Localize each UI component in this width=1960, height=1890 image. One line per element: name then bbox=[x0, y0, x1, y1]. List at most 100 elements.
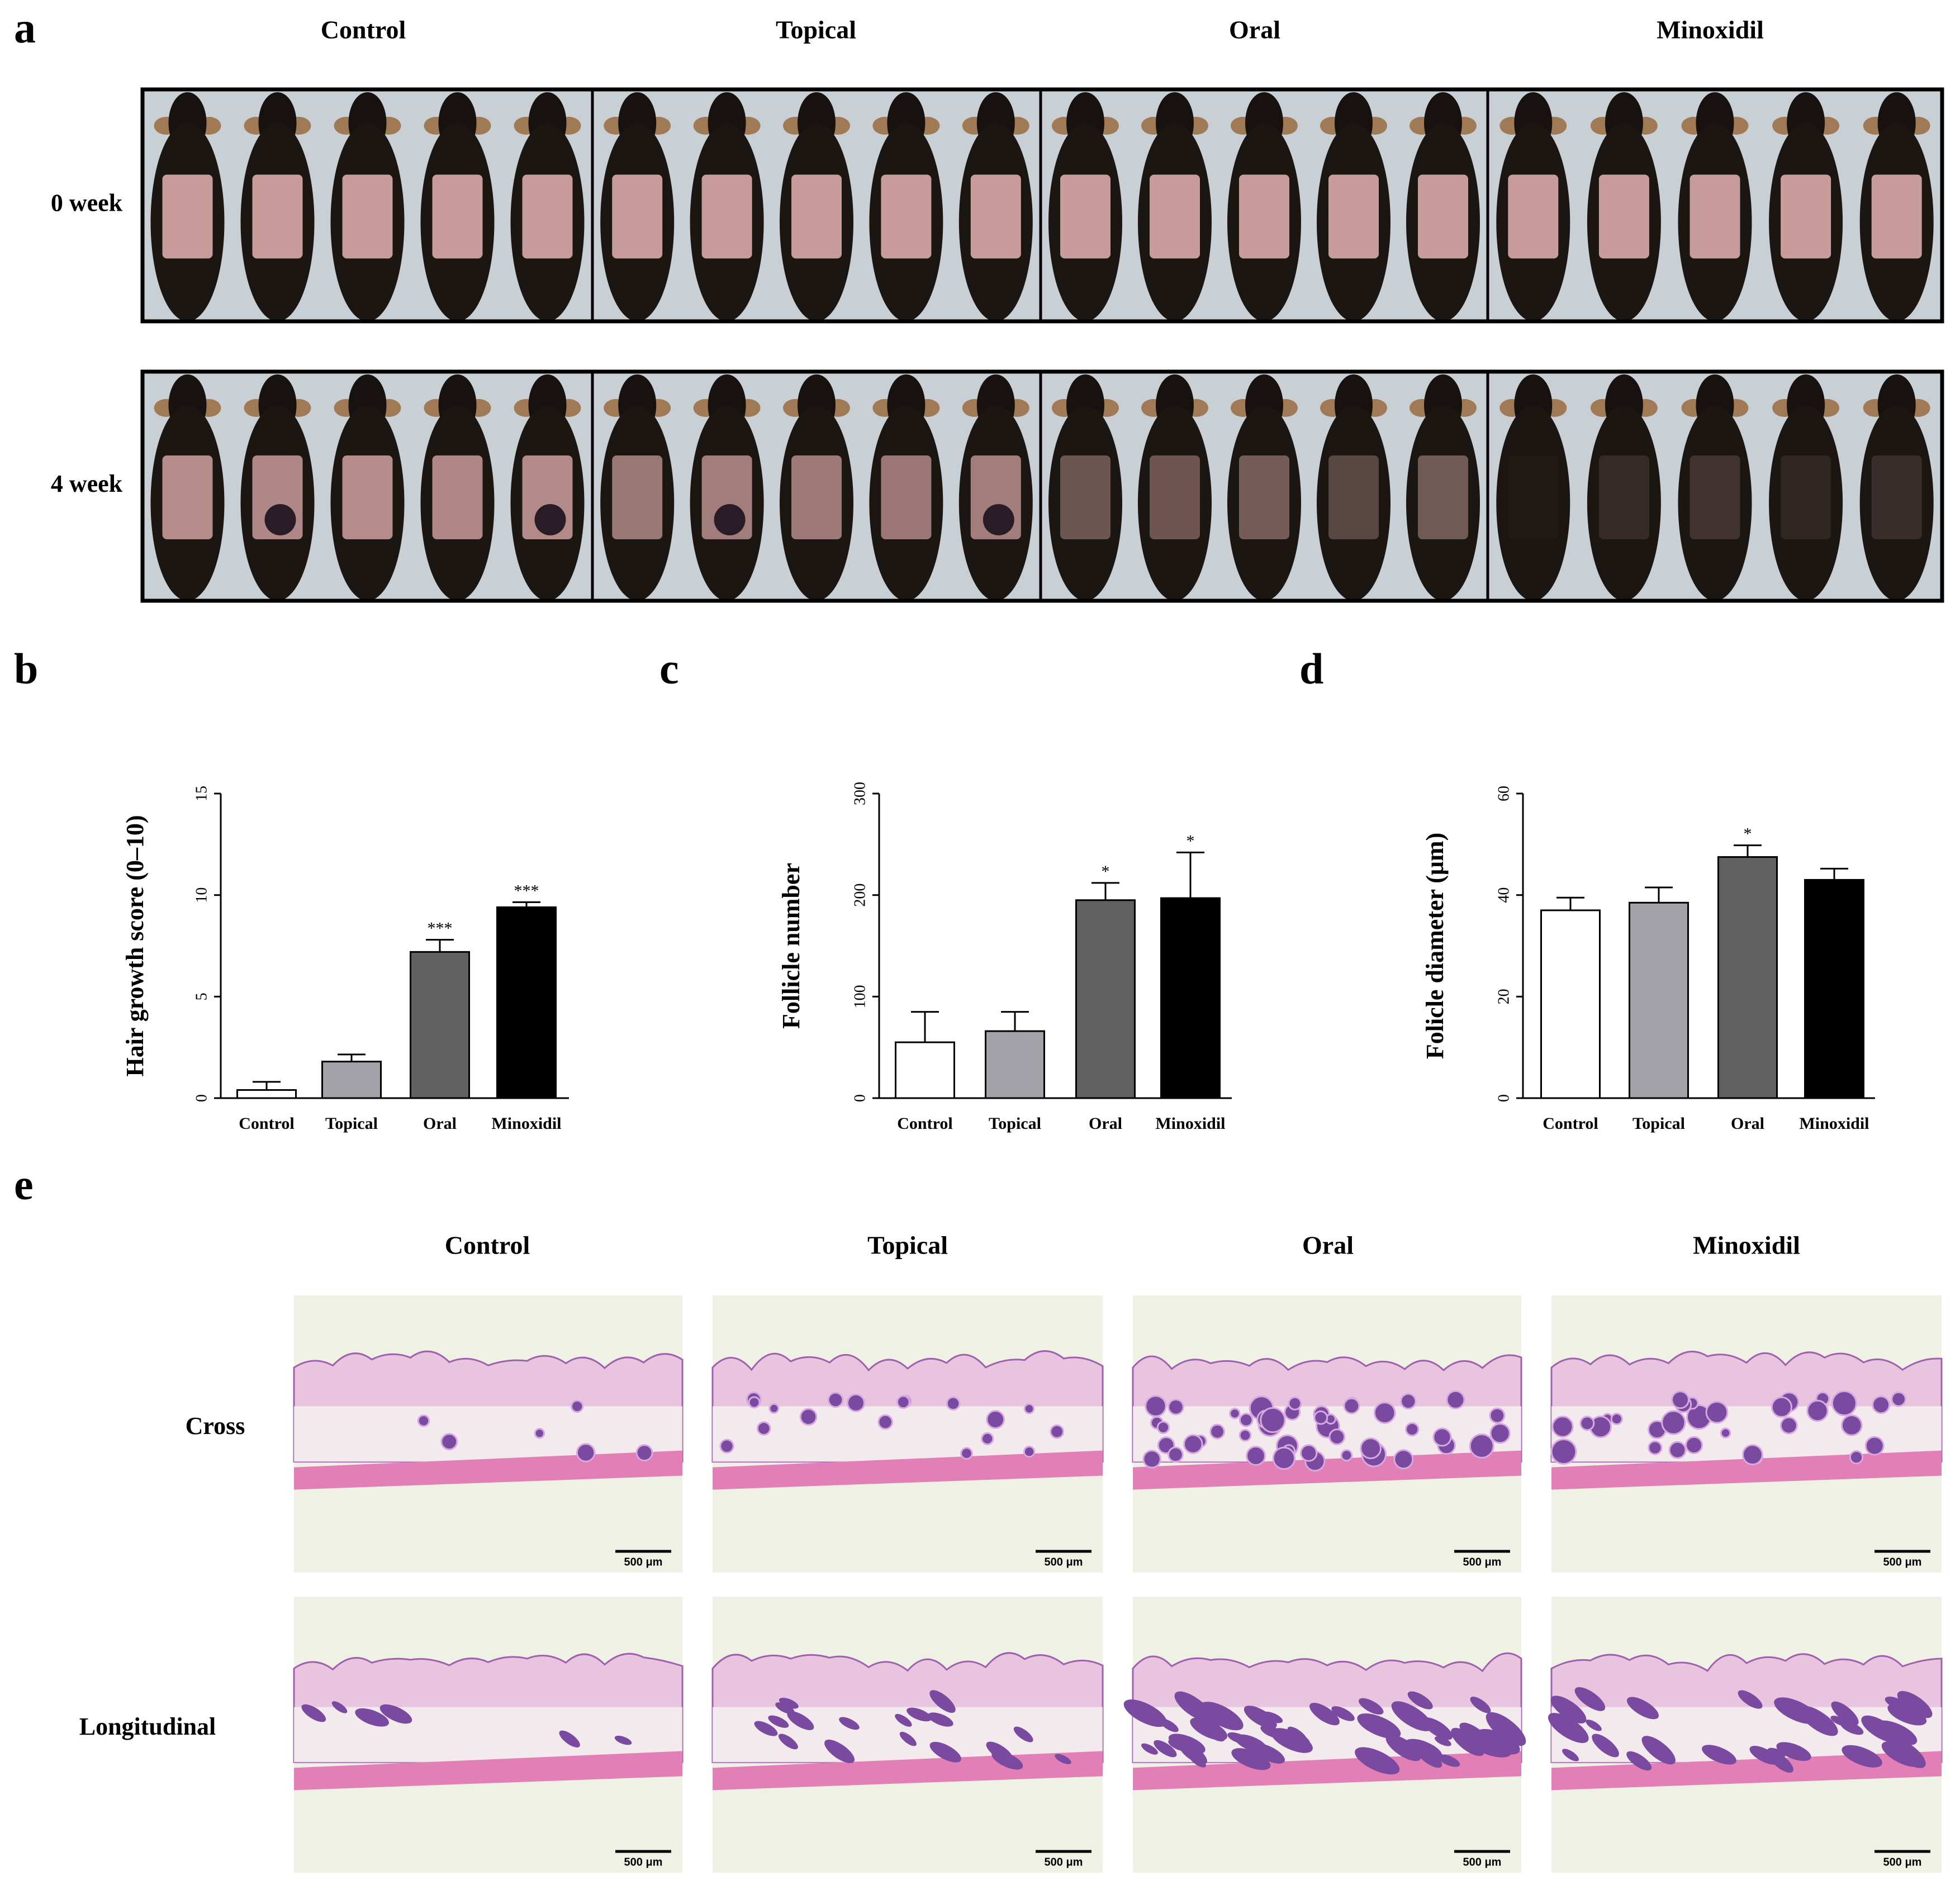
hair-follicle bbox=[946, 1396, 961, 1411]
hair-follicle bbox=[981, 1432, 994, 1446]
hair-follicle bbox=[331, 1701, 348, 1713]
panel-label: a bbox=[14, 3, 36, 52]
hair-follicle bbox=[1023, 1403, 1035, 1414]
hair-follicle bbox=[1343, 1397, 1360, 1414]
hair-follicle bbox=[440, 1433, 458, 1451]
hair-follicle bbox=[1400, 1393, 1417, 1410]
dark-spot bbox=[534, 504, 566, 535]
x-tick-label: Oral bbox=[1089, 1114, 1122, 1133]
hair-follicle bbox=[1168, 1446, 1184, 1463]
hair-follicle bbox=[1013, 1726, 1033, 1742]
hair-follicle bbox=[1749, 1746, 1779, 1765]
hair-follicle bbox=[1416, 1747, 1442, 1768]
hair-follicle bbox=[907, 1707, 932, 1722]
y-tick-label: 20 bbox=[1495, 989, 1512, 1004]
bar bbox=[1717, 856, 1778, 1099]
panel-label: c bbox=[659, 644, 679, 693]
hair-follicle bbox=[1238, 1428, 1252, 1442]
hair-follicle bbox=[896, 1395, 910, 1409]
hair-follicle bbox=[768, 1403, 780, 1414]
hair-follicle bbox=[929, 1741, 961, 1763]
x-tick-label: Oral bbox=[1731, 1114, 1764, 1133]
y-tick-label: 100 bbox=[851, 985, 869, 1008]
hair-follicle bbox=[1648, 1440, 1663, 1455]
bar bbox=[236, 1089, 297, 1099]
shaved-patch bbox=[342, 455, 393, 539]
shaved-patch bbox=[612, 174, 663, 259]
x-tick-label: Topical bbox=[989, 1114, 1041, 1133]
hair-follicle bbox=[775, 1702, 795, 1715]
hair-follicle bbox=[778, 1734, 798, 1750]
hair-follicle bbox=[1486, 1712, 1526, 1746]
y-tick-label: 0 bbox=[1495, 1094, 1512, 1102]
regrown-hair bbox=[1871, 455, 1923, 540]
hair-follicle bbox=[1579, 1416, 1595, 1431]
row-label: Longitudinal bbox=[79, 1713, 216, 1740]
shaved-patch bbox=[432, 174, 483, 259]
dark-spot bbox=[264, 504, 296, 535]
hair-follicle bbox=[719, 1438, 734, 1454]
regrown-hair bbox=[1417, 455, 1469, 540]
y-tick-label: 300 bbox=[851, 782, 869, 805]
hair-follicle bbox=[846, 1393, 866, 1412]
hair-follicle bbox=[1227, 1732, 1249, 1744]
muscle-layer bbox=[1551, 1751, 1942, 1791]
hair-follicle bbox=[748, 1396, 761, 1409]
hair-follicle bbox=[1840, 1414, 1863, 1436]
significance-label: * bbox=[1744, 825, 1752, 843]
y-tick-label: 0 bbox=[193, 1094, 210, 1102]
hair-follicle bbox=[1806, 1399, 1829, 1422]
hair-follicle bbox=[1434, 1736, 1451, 1746]
y-axis-label: Folicle diameter (μm) bbox=[1421, 833, 1449, 1059]
hair-follicle bbox=[1671, 1390, 1690, 1409]
hair-follicle bbox=[768, 1715, 789, 1728]
hair-follicle bbox=[1668, 1441, 1687, 1459]
hair-follicle bbox=[1586, 1720, 1602, 1731]
hair-follicle bbox=[1467, 1733, 1512, 1758]
shaved-patch bbox=[342, 174, 393, 259]
hair-follicle bbox=[1393, 1449, 1414, 1470]
hair-follicle bbox=[559, 1730, 580, 1747]
shaved-patch bbox=[881, 174, 932, 259]
shaved-patch bbox=[1150, 174, 1200, 259]
photo-frame bbox=[140, 369, 1944, 603]
y-tick-label: 40 bbox=[1495, 887, 1512, 903]
regrown-hair bbox=[1238, 455, 1290, 540]
hair-follicle bbox=[1055, 1754, 1071, 1764]
hair-follicle bbox=[1183, 1434, 1203, 1454]
column-header: Control bbox=[445, 1231, 530, 1260]
hair-follicle bbox=[960, 1447, 973, 1460]
hair-follicle bbox=[799, 1408, 818, 1426]
hair-follicle bbox=[824, 1739, 855, 1763]
hair-follicle bbox=[1309, 1702, 1340, 1726]
hair-follicle bbox=[1626, 1751, 1652, 1771]
hair-follicle bbox=[1328, 1428, 1346, 1446]
hair-follicle bbox=[1355, 1747, 1400, 1775]
bar bbox=[496, 906, 557, 1099]
hair-follicle bbox=[534, 1428, 545, 1439]
hair-follicle bbox=[1767, 1747, 1786, 1758]
y-tick-label: 5 bbox=[193, 993, 210, 1000]
significance-label: *** bbox=[428, 919, 453, 937]
hair-follicle bbox=[1661, 1410, 1686, 1435]
hair-follicle bbox=[1391, 1701, 1432, 1731]
shaved-patch bbox=[1328, 174, 1379, 259]
hair-follicle bbox=[1738, 1690, 1763, 1709]
bar bbox=[1075, 899, 1136, 1099]
hair-follicle bbox=[827, 1392, 844, 1408]
hair-follicle bbox=[1887, 1703, 1927, 1726]
hair-follicle bbox=[1272, 1446, 1296, 1470]
dark-spot bbox=[983, 504, 1014, 535]
hair-follicle bbox=[1405, 1422, 1420, 1437]
hair-follicle bbox=[1626, 1697, 1659, 1720]
shaved-patch bbox=[1781, 174, 1831, 259]
x-tick-label: Control bbox=[1543, 1114, 1598, 1133]
panel-label: b bbox=[14, 644, 38, 693]
regrown-hair bbox=[431, 455, 483, 540]
hair-follicle bbox=[839, 1717, 860, 1730]
hair-follicle bbox=[1287, 1730, 1311, 1746]
hair-follicle bbox=[1331, 1706, 1355, 1721]
hair-follicle bbox=[1685, 1436, 1703, 1454]
